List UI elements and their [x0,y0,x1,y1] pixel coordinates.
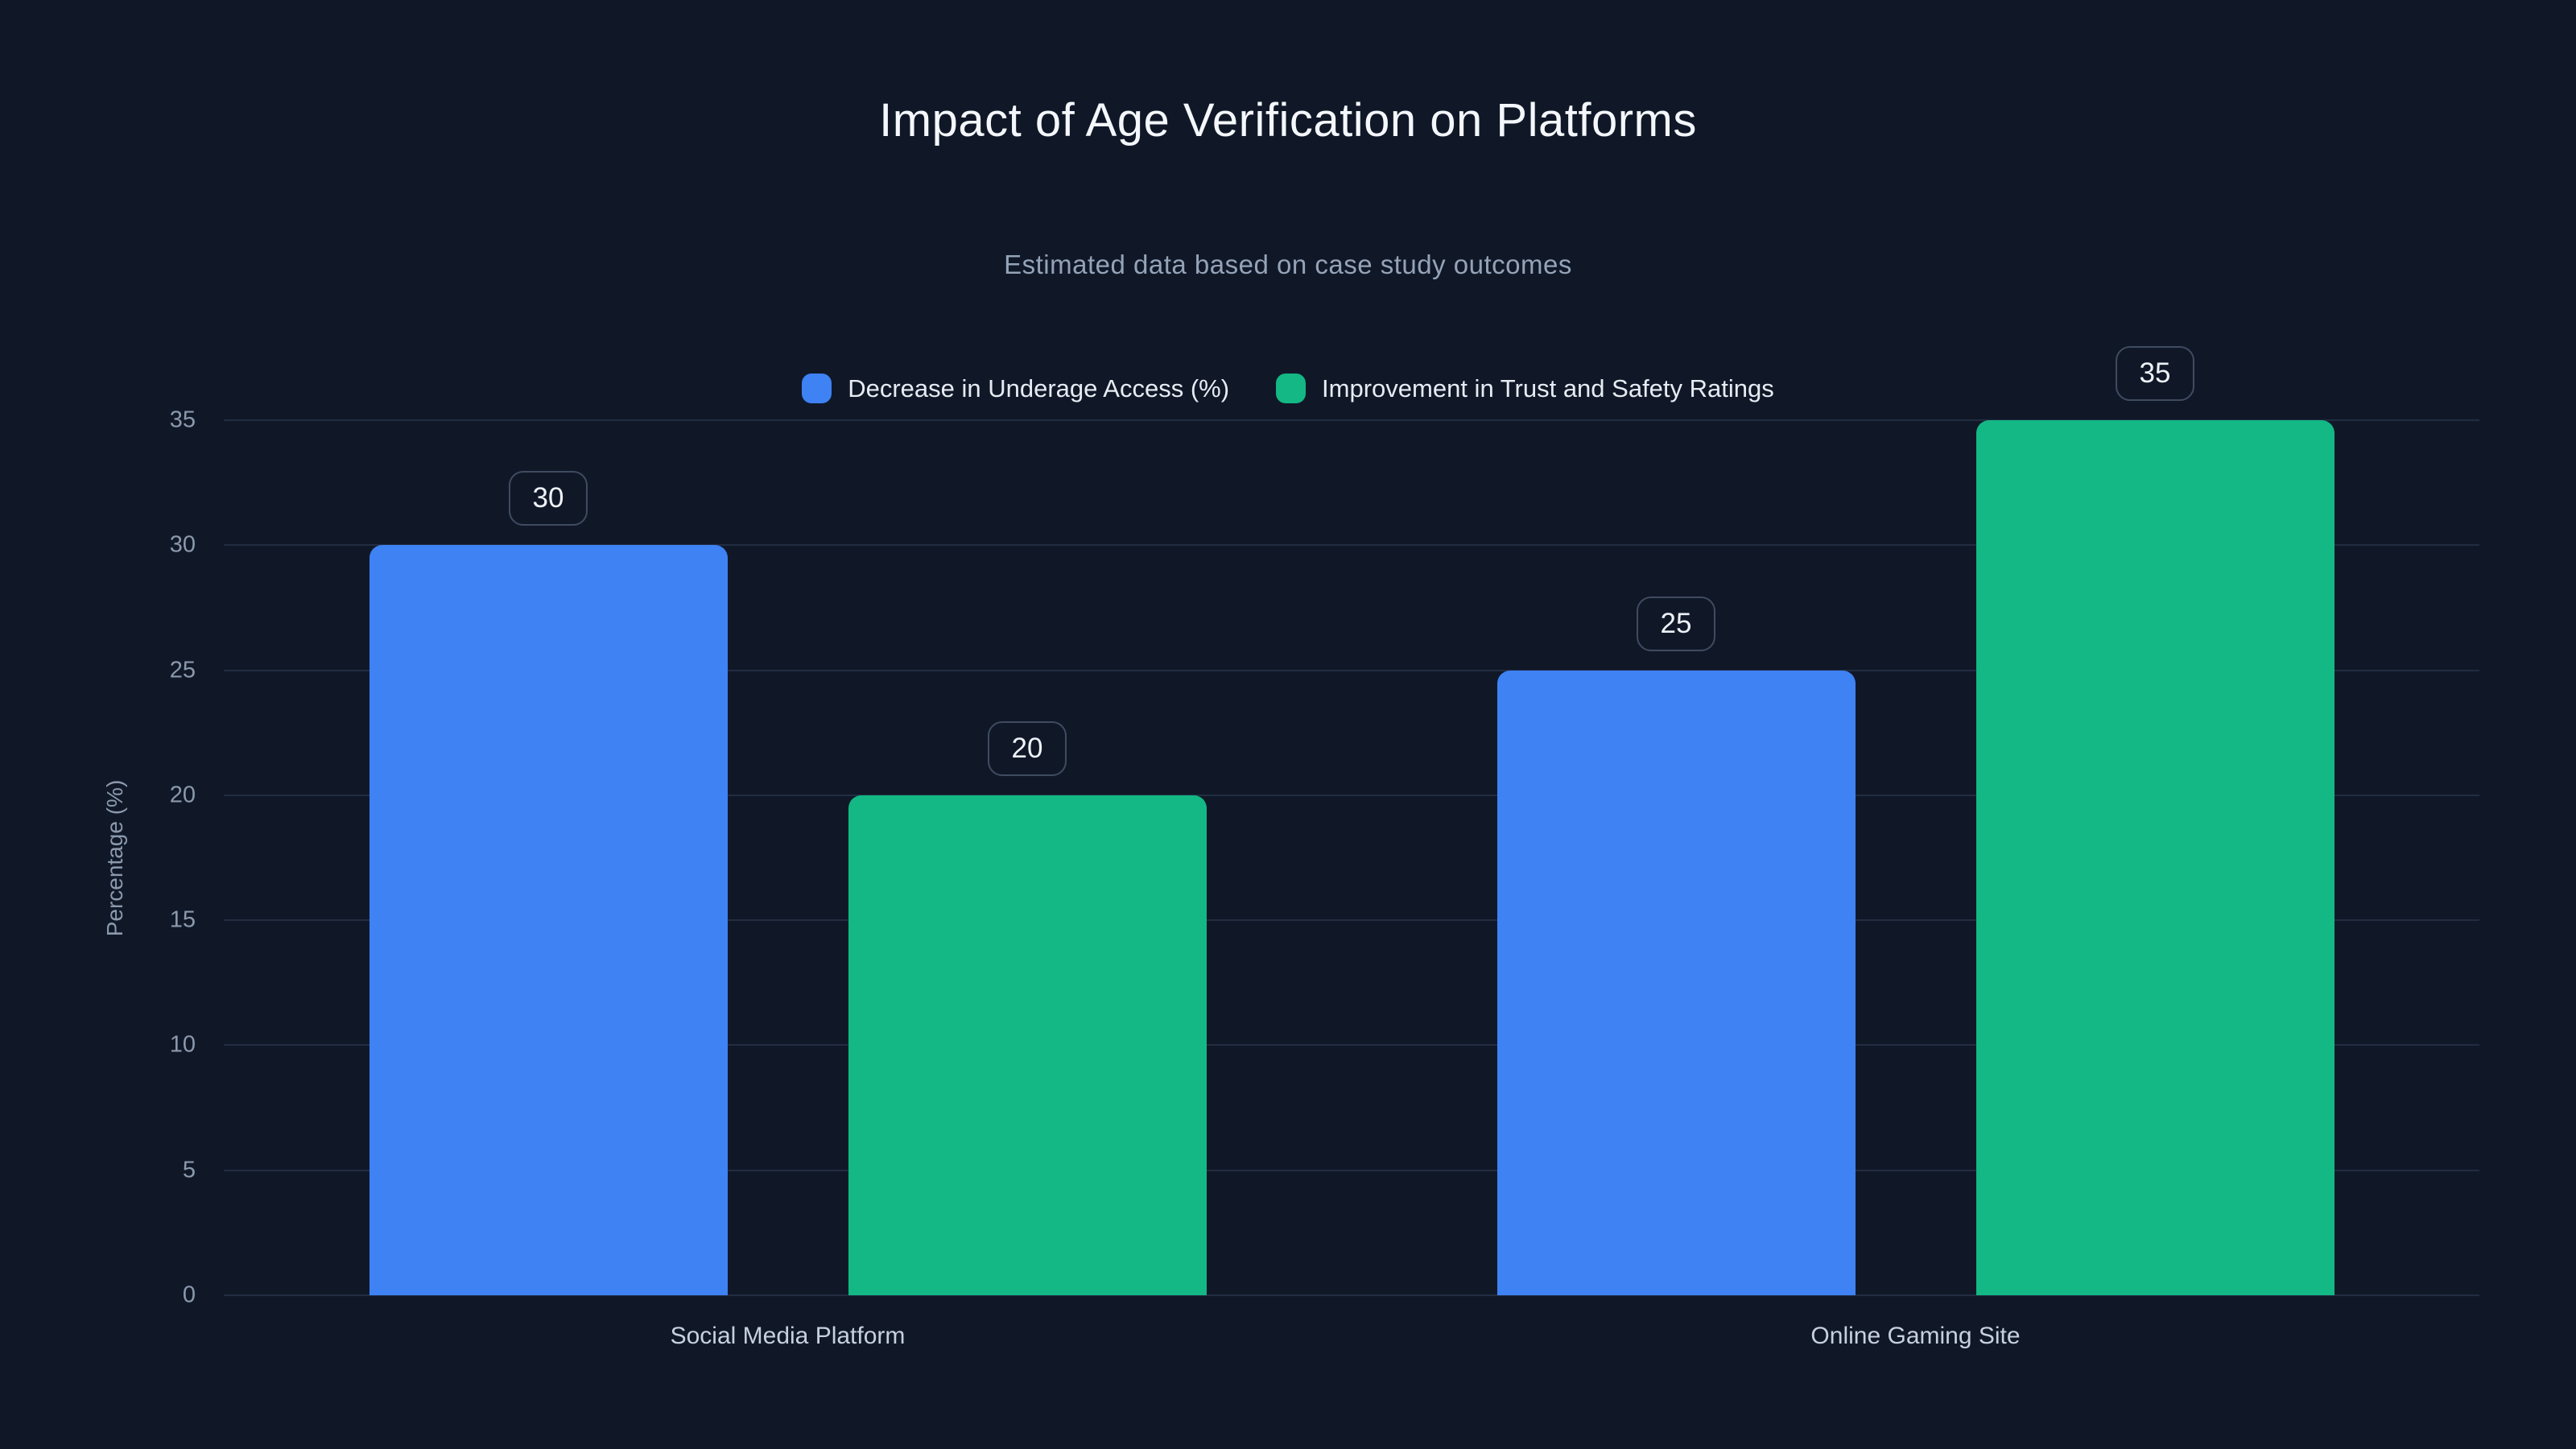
gridline-y-15 [224,919,2479,922]
gridline-y-5 [224,1169,2479,1171]
gridline-y-25 [224,669,2479,671]
bar-online-gaming-site-series-1[interactable] [1975,420,2334,1295]
legend-swatch-icon [1276,374,1307,403]
chart-title: Impact of Age Verification on Platforms [879,94,1697,147]
y-axis-title: Percentage (%) [102,779,127,937]
y-tick-label-35: 35 [169,407,196,433]
legend-swatch-icon [802,374,832,403]
y-tick-label-5: 5 [182,1157,196,1183]
chart-legend: Decrease in Underage Access (%) Improvem… [0,374,2576,403]
legend-item-trust-safety[interactable]: Improvement in Trust and Safety Ratings [1276,374,1774,403]
x-axis-label-social-media-platform: Social Media Platform [670,1323,906,1349]
y-tick-label-15: 15 [169,906,196,933]
y-tick-label-25: 25 [169,657,196,683]
value-label-25: 25 [1637,596,1715,651]
bar-social-media-platform-series-0[interactable] [369,545,728,1295]
y-tick-label-30: 30 [169,531,196,558]
gridline-y-20 [224,794,2479,796]
value-label-35: 35 [2116,346,2194,401]
value-label-30: 30 [509,471,588,526]
y-tick-label-10: 10 [169,1031,196,1058]
legend-item-underage-access[interactable]: Decrease in Underage Access (%) [802,374,1229,403]
gridline-y-35 [224,419,2479,421]
bar-social-media-platform-series-1[interactable] [848,795,1207,1295]
legend-item-label: Decrease in Underage Access (%) [848,374,1230,402]
gridline-y-10 [224,1044,2479,1046]
chart-subtitle: Estimated data based on case study outco… [1004,250,1572,279]
x-axis-label-online-gaming-site: Online Gaming Site [1810,1323,2021,1349]
bar-online-gaming-site-series-0[interactable] [1496,670,1856,1295]
gridline-y-0 [224,1294,2479,1296]
value-label-20: 20 [988,720,1067,776]
y-tick-label-0: 0 [182,1282,196,1308]
gridline-y-30 [224,544,2479,547]
y-tick-label-20: 20 [169,782,196,808]
legend-item-label: Improvement in Trust and Safety Ratings [1322,374,1774,402]
